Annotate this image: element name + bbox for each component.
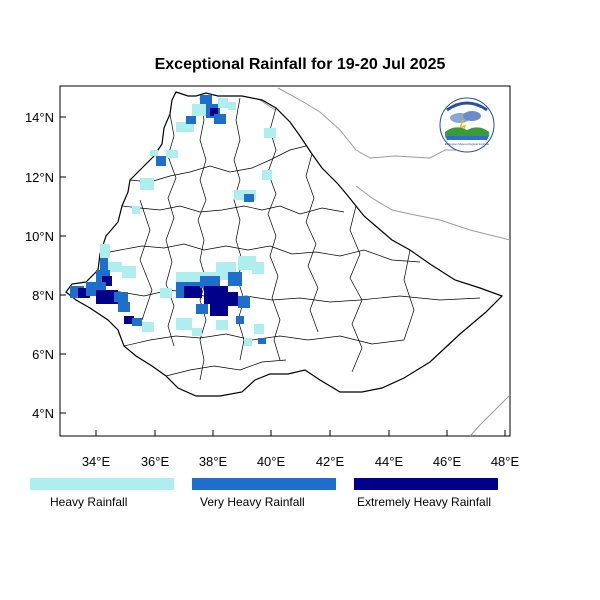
map-frame [59,85,511,437]
rainfall-cell [210,304,228,316]
y-tick-label: 6°N [32,347,54,362]
rainfall-cell [262,170,272,180]
x-tick-label: 44°E [375,454,404,469]
rainfall-cell [140,178,154,190]
x-axis-labels: 34°E 36°E 38°E 40°E 42°E 44°E 46°E 48°E [82,454,520,469]
legend-label-very-heavy: Very Heavy Rainfall [200,495,305,509]
rainfall-cell [160,288,172,298]
rainfall-cell [122,266,136,278]
rainfall-cell [96,290,118,304]
y-tick-label: 12°N [25,170,54,185]
rainfall-cell [100,258,108,270]
rainfall-cells [70,95,276,346]
rainfall-cell [176,122,194,132]
rainfall-cell [252,262,264,274]
rainfall-cell [228,272,242,286]
x-tick-label: 40°E [257,454,286,469]
legend-swatch-very-heavy [192,478,336,490]
rainfall-cell [166,150,178,158]
x-tick-label: 46°E [433,454,462,469]
map-title: Exceptional Rainfall for 19-20 Jul 2025 [154,56,446,73]
rainfall-cell [156,156,166,166]
rainfall-cell [218,98,228,108]
legend-swatch-heavy [30,478,174,490]
rainfall-cell [210,108,218,116]
y-axis-labels: 14°N 12°N 10°N 8°N 6°N 4°N [25,110,54,421]
rainfall-cell [214,114,226,124]
y-tick-label: 10°N [25,229,54,244]
y-tick-label: 8°N [32,288,54,303]
rainfall-cell [102,276,112,286]
rainfall-cell [150,150,158,156]
x-tick-label: 36°E [141,454,170,469]
rainfall-cell [254,324,264,334]
rainfall-cell [108,262,122,272]
rainfall-cell [142,322,154,332]
rainfall-cell [200,95,212,105]
rainfall-cell [78,288,90,298]
rainfall-cell [118,302,130,312]
legend-label-extreme: Extremely Heavy Rainfall [357,495,492,509]
x-tick-label: 34°E [82,454,111,469]
rainfall-cell [132,318,142,326]
rainfall-cell [244,194,254,202]
axis-ticks [60,116,506,436]
rainfall-cell [222,292,238,306]
y-tick-label: 14°N [25,110,54,125]
legend-swatch-extreme [354,478,498,490]
rainfall-cell [176,318,192,330]
rainfall-cell [238,296,250,308]
rainfall-cell [216,320,228,330]
rainfall-cell [196,304,208,314]
x-tick-label: 38°E [199,454,228,469]
y-tick-label: 4°N [32,406,54,421]
rainfall-cell [228,102,236,110]
rainfall-cell [236,316,244,324]
x-tick-label: 42°E [316,454,345,469]
legend-label-heavy: Heavy Rainfall [50,495,128,509]
ethiopia-outline [65,91,504,397]
svg-text:Ethiopian Meteorological Insti: Ethiopian Meteorological Institute [445,142,490,146]
rainfall-cell [124,316,134,324]
rainfall-cell [184,286,202,298]
rainfall-cell [244,338,252,346]
neighbor-boundaries [259,87,511,437]
rainfall-cell [100,244,110,258]
institute-logo: Ethiopian Meteorological Institute [439,97,495,153]
rainfall-cell [258,338,266,344]
rainfall-cell [114,292,128,302]
rainfall-cell [192,104,208,116]
rainfall-cell [132,206,140,214]
rainfall-cell [264,128,276,138]
rainfall-cell [192,328,202,336]
x-tick-label: 48°E [491,454,520,469]
rainfall-cell [238,256,256,270]
rainfall-cell [200,276,220,288]
rainfall-cell [186,116,196,124]
